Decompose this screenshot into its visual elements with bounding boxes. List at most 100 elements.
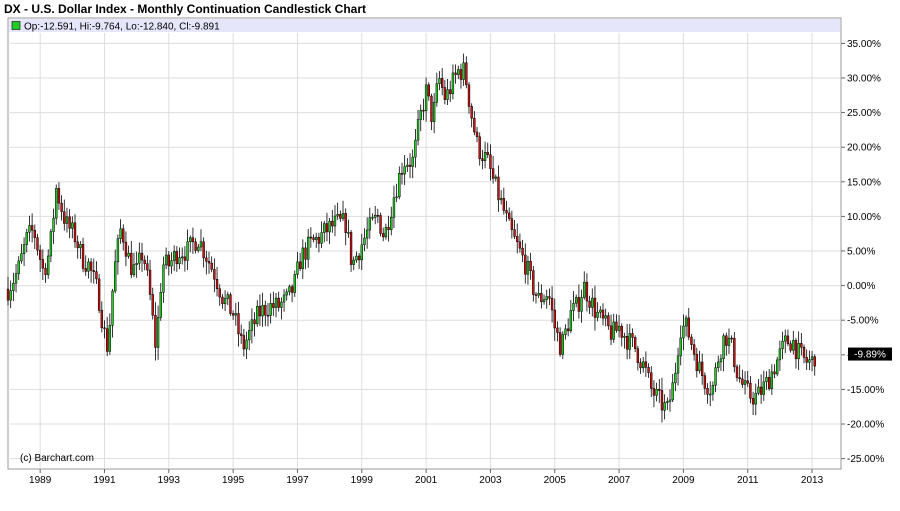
candle bbox=[588, 295, 591, 314]
candle bbox=[317, 232, 321, 253]
ohlc-readout: Op:-12.591, Hi:-9.764, Lo:-12.840, Cl:-9… bbox=[24, 22, 220, 33]
candle bbox=[170, 252, 173, 274]
candle bbox=[529, 252, 532, 280]
candle bbox=[524, 243, 527, 284]
candle bbox=[451, 64, 455, 100]
candle bbox=[572, 291, 575, 322]
candle bbox=[513, 220, 516, 239]
candle bbox=[22, 237, 26, 266]
candle bbox=[237, 301, 240, 347]
candle bbox=[65, 207, 69, 233]
candle bbox=[767, 369, 771, 391]
candle bbox=[813, 354, 816, 376]
y-tick-label: -25.00% bbox=[847, 454, 884, 465]
candle bbox=[781, 331, 784, 360]
candle bbox=[360, 233, 363, 271]
candle bbox=[730, 335, 733, 343]
y-tick-label: 30.00% bbox=[847, 73, 881, 84]
candle bbox=[481, 149, 484, 170]
candle bbox=[264, 300, 267, 327]
candle bbox=[277, 291, 280, 312]
candle bbox=[577, 284, 581, 319]
candle bbox=[526, 255, 530, 285]
candle bbox=[390, 206, 393, 236]
y-tick-label: -20.00% bbox=[847, 420, 884, 431]
candle bbox=[181, 247, 184, 265]
candle bbox=[749, 376, 752, 404]
candle bbox=[636, 345, 640, 371]
candle bbox=[633, 335, 637, 353]
y-tick-label: 20.00% bbox=[847, 143, 881, 154]
candle bbox=[465, 56, 468, 89]
candle bbox=[100, 301, 103, 333]
candle bbox=[475, 126, 479, 143]
candle bbox=[229, 292, 232, 316]
candle bbox=[676, 347, 680, 386]
candle bbox=[580, 289, 583, 323]
candle bbox=[789, 340, 792, 353]
candle bbox=[499, 190, 503, 205]
candle bbox=[759, 374, 763, 404]
candle bbox=[612, 313, 615, 343]
candle bbox=[336, 202, 339, 221]
candle bbox=[709, 381, 712, 407]
candle bbox=[132, 252, 136, 278]
x-tick-label: 2005 bbox=[544, 475, 567, 486]
candle bbox=[424, 77, 428, 122]
candle bbox=[272, 291, 275, 316]
candle bbox=[392, 185, 396, 229]
candle bbox=[111, 288, 114, 338]
candle bbox=[449, 80, 452, 102]
candle bbox=[114, 249, 117, 294]
candle bbox=[189, 235, 192, 253]
candle bbox=[231, 310, 235, 320]
x-tick-label: 2009 bbox=[672, 475, 695, 486]
candle bbox=[703, 372, 707, 395]
candle bbox=[497, 165, 500, 212]
chart-title: DX - U.S. Dollar Index - Monthly Continu… bbox=[4, 2, 367, 16]
candle bbox=[266, 302, 270, 327]
candle bbox=[315, 232, 318, 249]
candle bbox=[593, 285, 597, 331]
x-tick-label: 1989 bbox=[29, 475, 52, 486]
candle bbox=[441, 67, 444, 96]
y-tick-label: -5.00% bbox=[847, 316, 879, 327]
candle bbox=[483, 141, 487, 169]
candle bbox=[296, 252, 299, 279]
candle bbox=[521, 239, 524, 262]
candle bbox=[489, 144, 492, 181]
plot-area bbox=[7, 17, 842, 470]
candle bbox=[548, 288, 551, 306]
candle bbox=[207, 251, 211, 274]
y-tick-label: 10.00% bbox=[847, 212, 881, 223]
candle bbox=[797, 331, 800, 370]
candle bbox=[130, 240, 133, 279]
candle bbox=[427, 82, 430, 101]
candle bbox=[532, 265, 535, 302]
candle bbox=[89, 258, 93, 283]
candle bbox=[778, 340, 782, 371]
y-tick-label: 35.00% bbox=[847, 39, 881, 50]
candle bbox=[719, 354, 723, 371]
candle bbox=[408, 153, 412, 179]
candles bbox=[6, 53, 816, 423]
y-axis: 35.00% 30.00% 25.00% 20.00% 15.00% 10.00% 5.00… bbox=[841, 39, 884, 465]
candle bbox=[84, 255, 87, 276]
candle bbox=[792, 330, 795, 355]
candle bbox=[411, 149, 414, 179]
candle bbox=[122, 224, 125, 251]
candle bbox=[684, 315, 688, 337]
candle bbox=[320, 221, 323, 249]
candle bbox=[714, 362, 717, 393]
candle bbox=[414, 129, 417, 168]
candle bbox=[478, 132, 481, 166]
candle bbox=[591, 288, 594, 317]
candle bbox=[473, 111, 476, 136]
candle bbox=[376, 208, 380, 223]
candle bbox=[344, 208, 347, 246]
candle bbox=[400, 162, 404, 185]
candle bbox=[269, 293, 272, 324]
candle bbox=[508, 207, 511, 221]
candle bbox=[422, 98, 425, 121]
candle bbox=[617, 315, 621, 338]
